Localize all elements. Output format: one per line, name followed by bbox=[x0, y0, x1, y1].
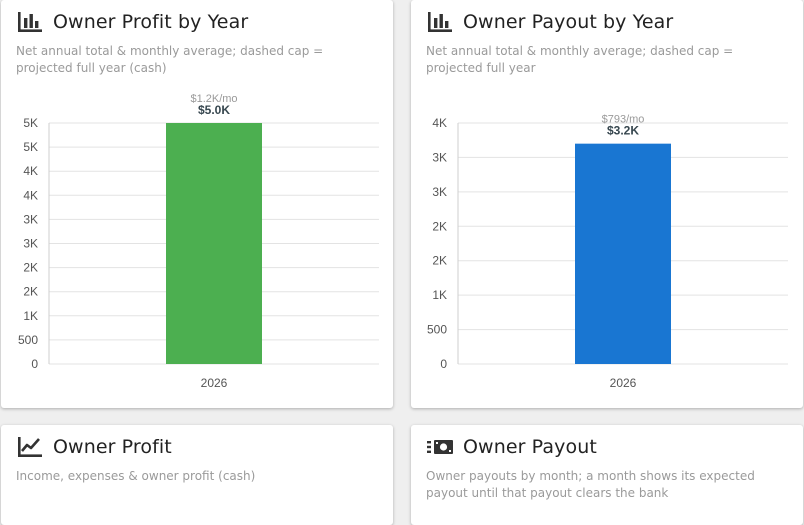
bar-monthly-label: $1.2K/mo bbox=[190, 93, 237, 105]
y-tick-label: 3K bbox=[432, 185, 447, 199]
y-tick-label: 3K bbox=[23, 212, 38, 226]
card-title: Owner Payout bbox=[463, 436, 597, 458]
y-tick-label: 1K bbox=[432, 288, 447, 302]
owner-profit-by-year-card: Owner Profit by Year Net annual total & … bbox=[1, 0, 393, 408]
card-title: Owner Profit bbox=[53, 436, 172, 458]
card-subtitle: Net annual total & monthly average; dash… bbox=[426, 44, 734, 75]
y-tick-label: 2K bbox=[23, 261, 38, 275]
bar bbox=[575, 143, 671, 364]
cash-icon bbox=[427, 435, 453, 459]
card-header: Owner Payout by Year bbox=[427, 10, 673, 34]
y-tick-label: 500 bbox=[18, 333, 38, 347]
card-subtitle: Owner payouts by month; a month shows it… bbox=[426, 469, 755, 500]
y-tick-label: 0 bbox=[31, 357, 38, 371]
y-tick-label: 5K bbox=[23, 140, 38, 154]
card-header: Owner Payout bbox=[427, 435, 597, 459]
owner-profit-card: Owner Profit Income, expenses & owner pr… bbox=[1, 425, 393, 525]
owner-payout-card: Owner Payout Owner payouts by month; a m… bbox=[411, 425, 803, 525]
y-tick-label: 500 bbox=[427, 323, 447, 337]
card-subtitle: Net annual total & monthly average; dash… bbox=[16, 44, 324, 75]
y-tick-label: 0 bbox=[440, 357, 447, 371]
y-tick-label: 2K bbox=[432, 254, 447, 268]
bar-chart-icon bbox=[17, 10, 43, 34]
bar-value-label: $5.0K bbox=[198, 103, 230, 117]
y-tick-label: 4K bbox=[23, 188, 38, 202]
y-tick-label: 2K bbox=[432, 219, 447, 233]
bar-monthly-label: $793/mo bbox=[602, 114, 645, 126]
owner-payout-by-year-card: Owner Payout by Year Net annual total & … bbox=[411, 0, 803, 408]
card-header: Owner Profit by Year bbox=[17, 10, 248, 34]
card-subtitle: Income, expenses & owner profit (cash) bbox=[16, 469, 256, 483]
bar bbox=[166, 123, 262, 364]
y-tick-label: 5K bbox=[23, 116, 38, 130]
card-title: Owner Payout by Year bbox=[463, 11, 674, 33]
line-chart-icon bbox=[17, 435, 43, 459]
card-header: Owner Profit bbox=[17, 435, 172, 459]
owner-payout-by-year-chart: 0 500 1K 2K 2K 3K 3K 4K $3.2K$793/mo 2026 bbox=[427, 114, 788, 390]
bar-chart-icon bbox=[427, 10, 453, 34]
y-tick-label: 3K bbox=[432, 150, 447, 164]
y-tick-label: 4K bbox=[432, 116, 447, 130]
y-tick-label: 4K bbox=[23, 164, 38, 178]
x-tick-label: 2026 bbox=[610, 376, 637, 390]
bar-value-label: $3.2K bbox=[607, 124, 639, 138]
y-tick-label: 3K bbox=[23, 237, 38, 251]
owner-profit-by-year-chart: 0 500 1K 2K 2K 3K 3K 4K 4K 5K 5K $5.0K$1.2K/mo 2026 bbox=[18, 93, 379, 390]
y-tick-label: 1K bbox=[23, 309, 38, 323]
x-tick-label: 2026 bbox=[201, 376, 228, 390]
card-title: Owner Profit by Year bbox=[53, 11, 249, 33]
y-tick-label: 2K bbox=[23, 285, 38, 299]
